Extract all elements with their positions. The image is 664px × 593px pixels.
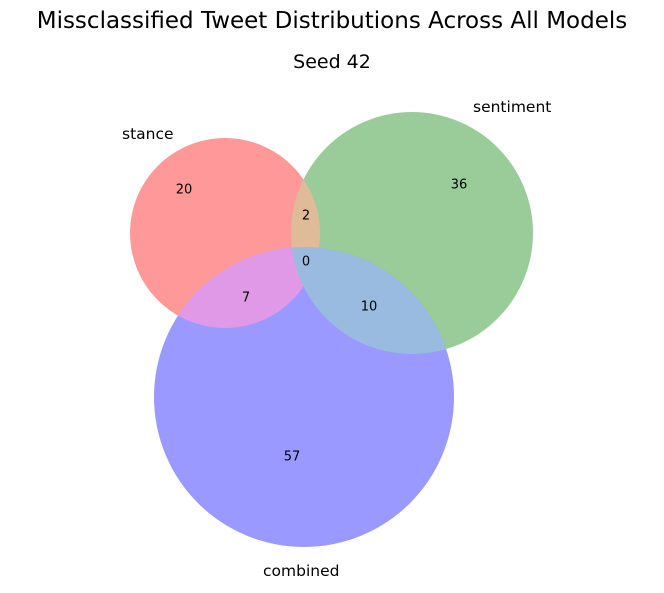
set-label-sentiment: sentiment — [473, 98, 551, 116]
set-label-stance: stance — [122, 125, 174, 143]
region-count-combined-only: 57 — [284, 450, 301, 465]
region-count-stance-combined: 7 — [242, 291, 250, 306]
region-count-sentiment-combined: 10 — [361, 300, 378, 315]
sentiment-combined-overlap — [291, 247, 454, 354]
region-count-stance-sentiment: 2 — [302, 209, 310, 224]
region-count-all-three: 0 — [302, 255, 310, 270]
chart-subtitle: Seed 42 — [293, 51, 371, 73]
chart-title: Missclassified Tweet Distributions Acros… — [37, 8, 628, 34]
region-count-sentiment-only: 36 — [451, 178, 468, 193]
set-label-combined: combined — [263, 562, 339, 580]
region-count-stance-only: 20 — [176, 183, 193, 198]
stance-combined-overlap — [154, 247, 320, 328]
